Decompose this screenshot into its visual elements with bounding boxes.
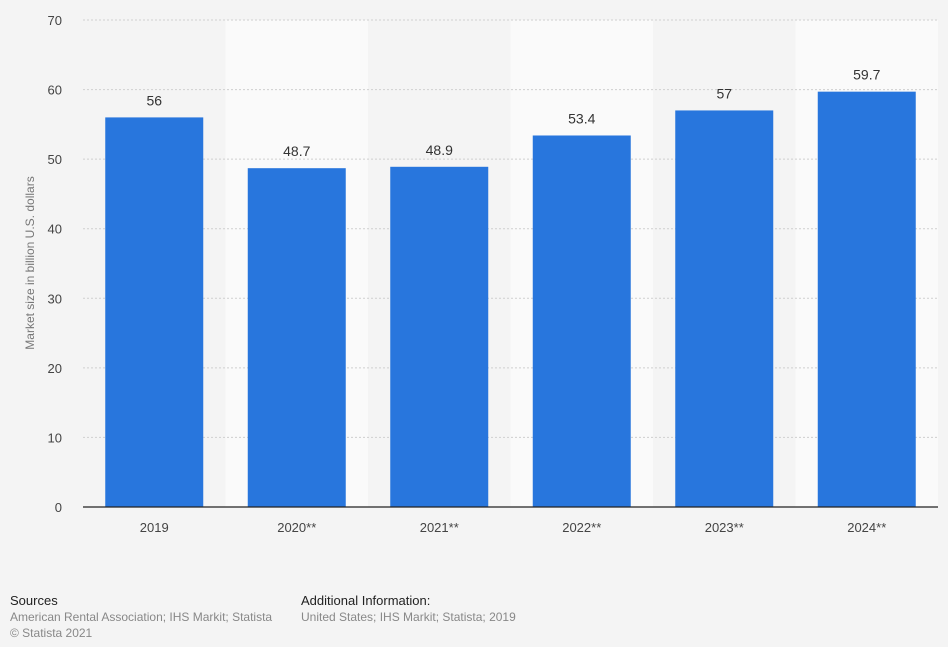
data-label: 59.7: [853, 67, 880, 83]
x-tick-label: 2022**: [562, 520, 601, 535]
sources-block: Sources American Rental Association; IHS…: [10, 593, 272, 641]
y-tick-label: 40: [48, 222, 62, 237]
bar: [390, 166, 489, 507]
x-tick-label: 2019: [140, 520, 169, 535]
y-tick-label: 60: [48, 83, 62, 98]
x-tick-label: 2021**: [420, 520, 459, 535]
data-label: 48.7: [283, 143, 310, 159]
data-label: 48.9: [426, 142, 453, 158]
y-tick-label: 20: [48, 361, 62, 376]
x-tick-label: 2024**: [847, 520, 886, 535]
sources-line-1: American Rental Association; IHS Markit;…: [10, 610, 273, 624]
copyright-line: © Statista 2021: [10, 626, 93, 640]
additional-info-block: Additional Information: United States; I…: [301, 593, 516, 625]
y-tick-label: 10: [48, 430, 62, 445]
bar: [532, 135, 631, 507]
y-tick-label: 30: [48, 291, 62, 306]
x-tick-label: 2020**: [277, 520, 316, 535]
bar: [675, 110, 774, 507]
data-label: 56: [146, 92, 162, 108]
additional-info-heading: Additional Information:: [301, 593, 431, 608]
bar: [105, 117, 204, 508]
y-tick-label: 70: [48, 13, 62, 28]
x-tick-label: 2023**: [705, 520, 744, 535]
data-label: 53.4: [568, 110, 595, 126]
bar: [247, 168, 346, 508]
sources-heading: Sources: [10, 593, 58, 608]
y-tick-label: 0: [55, 500, 62, 515]
additional-info-line: United States; IHS Markit; Statista; 201…: [301, 610, 516, 624]
y-tick-label: 50: [48, 152, 62, 167]
data-label: 57: [716, 85, 732, 101]
y-axis-title: Market size in billion U.S. dollars: [23, 176, 37, 349]
bar: [817, 91, 916, 507]
